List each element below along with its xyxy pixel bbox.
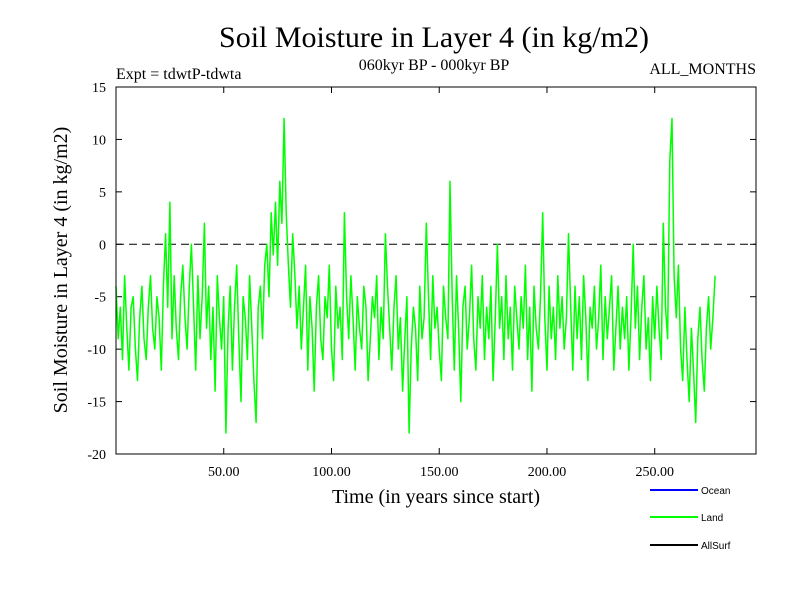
- x-tick-label: 150.00: [420, 465, 459, 480]
- legend: Ocean Land AllSurf: [650, 486, 731, 552]
- months-label: ALL_MONTHS: [649, 61, 756, 78]
- y-tick-label: -5: [94, 291, 106, 306]
- time-range-label: 060kyr BP - 000kyr BP: [359, 57, 510, 74]
- x-tick-labels: 50.00 100.00 150.00 200.00 250.00: [208, 465, 674, 480]
- y-tick-label: -20: [87, 448, 106, 463]
- y-tick-label: 0: [99, 238, 106, 253]
- y-tick-label: 10: [92, 133, 106, 148]
- legend-land-label: Land: [701, 513, 723, 524]
- y-tick-label: 5: [99, 186, 106, 201]
- y-tick-label: 15: [92, 81, 106, 96]
- x-tick-label: 250.00: [635, 465, 674, 480]
- x-tick-label: 50.00: [208, 465, 240, 480]
- chart-title: Soil Moisture in Layer 4 (in kg/m2): [219, 21, 649, 54]
- x-tick-label: 100.00: [312, 465, 351, 480]
- y-tick-label: -15: [87, 396, 106, 411]
- y-tick-labels: -20 -15 -10 -5 0 5 10 15: [87, 81, 106, 463]
- legend-ocean-label: Ocean: [701, 486, 730, 497]
- x-axis-label: Time (in years since start): [332, 486, 540, 508]
- y-axis-label: Soil Moisture in Layer 4 (in kg/m2): [50, 127, 72, 414]
- land-series-line: [115, 117, 716, 434]
- y-tick-label: -10: [87, 343, 106, 358]
- experiment-label: Expt = tdwtP-tdwta: [116, 66, 241, 83]
- axis-ticks: [116, 86, 756, 455]
- legend-allsurf-label: AllSurf: [701, 541, 731, 552]
- plot-frame: [115, 86, 757, 455]
- x-tick-label: 200.00: [528, 465, 567, 480]
